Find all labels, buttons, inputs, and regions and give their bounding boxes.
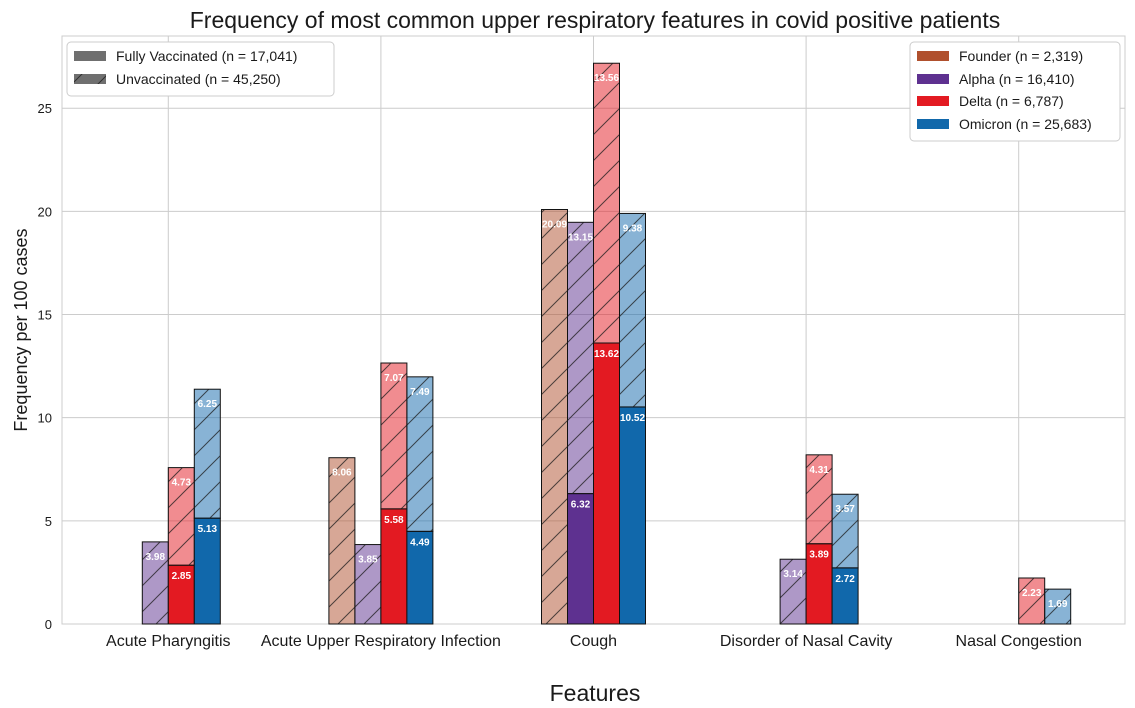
data-label-delta-unvaccinated: 13.56 [594,73,619,84]
bar-omicron-vaccinated-cough [619,406,646,625]
bar-hatch-omicron-acute-pharyngitis [194,389,221,519]
data-label-alpha-unvaccinated: 3.98 [146,552,166,563]
x-axis-title: Features [550,680,641,706]
data-label-omicron-vaccinated: 10.52 [620,413,645,424]
data-label-alpha-unvaccinated: 3.85 [358,555,378,566]
y-tick-label: 20 [38,204,52,219]
bar-hatch-alpha-disorder-of-nasal-cavity [780,559,807,624]
bar-hatch-omicron-disorder-of-nasal-cavity [832,494,859,568]
data-label-alpha-unvaccinated: 13.15 [568,232,593,243]
data-label-delta-unvaccinated: 7.07 [384,373,404,384]
stack-legend: Fully Vaccinated (n = 17,041) Unvaccinat… [66,41,335,97]
bar-hatch-delta-acute-pharyngitis [168,467,195,566]
y-tick-label: 10 [38,411,52,426]
data-label-delta-unvaccinated: 4.31 [809,465,829,476]
data-label-founder-unvaccinated: 20.09 [542,220,567,231]
legend-label-vaccinated: Fully Vaccinated (n = 17,041) [116,48,297,64]
x-tick-label: Disorder of Nasal Cavity [720,633,893,650]
bar-hatch-alpha-acute-pharyngitis [142,541,169,624]
bar-hatch-founder-cough [541,209,568,624]
data-label-alpha-unvaccinated: 3.14 [783,569,803,580]
legend-label-omicron: Omicron (n = 25,683) [959,116,1092,132]
bar-hatch-delta-cough [593,63,620,343]
data-label-omicron-unvaccinated: 7.49 [410,387,430,398]
legend-label-delta: Delta (n = 6,787) [959,93,1064,109]
data-label-omicron-unvaccinated: 9.38 [623,223,643,234]
bar-hatch-omicron-acute-upper-respiratory-infection [406,376,433,532]
data-label-delta-vaccinated: 2.85 [172,571,192,582]
bar-hatch-omicron-cough [619,213,646,407]
legend-label-alpha: Alpha (n = 16,410) [959,71,1075,87]
value-labels: 3.98 2.85 4.73 5.13 6.25 8.06 3.85 5.58 7.07 4.49… [146,73,1068,610]
y-tick-label: 25 [38,101,52,116]
bar-hatch-omicron-nasal-congestion [1044,589,1071,624]
legend-swatch-alpha [917,74,949,84]
bar-delta-vaccinated-cough [593,342,620,625]
x-tick-label: Acute Upper Respiratory Infection [261,633,501,650]
legend-label-founder: Founder (n = 2,319) [959,48,1083,64]
bar-hatch-delta-acute-upper-respiratory-infection [380,363,407,509]
bar-hatch-founder-acute-upper-respiratory-infection [328,457,355,624]
legend-frame [66,41,335,97]
data-label-omicron-vaccinated: 2.72 [835,574,855,585]
data-label-delta-unvaccinated: 4.73 [172,478,192,489]
y-axis-title: Frequency per 100 cases [11,228,31,431]
x-tick-label: Acute Pharyngitis [106,633,231,650]
x-tick-label: Nasal Congestion [956,633,1082,650]
bar-alpha-vaccinated-cough [567,493,594,625]
data-label-delta-vaccinated: 13.62 [594,349,619,360]
data-label-delta-unvaccinated: 2.23 [1022,588,1042,599]
bar-omicron-vaccinated-disorder-of-nasal-cavity [831,567,859,625]
x-tick-label: Cough [570,633,617,650]
data-label-omicron-vaccinated: 5.13 [198,524,218,535]
data-label-omicron-vaccinated: 4.49 [410,537,430,548]
data-label-omicron-unvaccinated: 1.69 [1048,599,1068,610]
data-label-alpha-vaccinated: 6.32 [571,500,591,511]
bar-hatch-alpha-cough [567,222,594,494]
x-axis-ticks: Acute Pharyngitis Acute Upper Respiratory… [106,633,1082,650]
legend-label-unvaccinated: Unvaccinated (n = 45,250) [116,71,281,87]
bar-delta-vaccinated-acute-upper-respiratory-infection [380,508,408,625]
y-tick-label: 0 [45,617,52,632]
data-label-omicron-unvaccinated: 3.57 [835,504,855,515]
legend-swatch-founder [917,51,949,61]
y-tick-label: 15 [38,308,52,323]
bar-omicron-vaccinated-acute-upper-respiratory-infection [406,530,434,625]
legend-frame [909,41,1121,142]
bar-hatch-alpha-acute-upper-respiratory-infection [354,544,381,624]
legend-swatch-delta [917,96,949,106]
data-label-delta-vaccinated: 3.89 [809,550,829,561]
data-label-delta-vaccinated: 5.58 [384,515,404,526]
legend-swatch-solid [74,51,106,61]
data-label-omicron-unvaccinated: 6.25 [198,399,218,410]
y-tick-label: 5 [45,514,52,529]
bar-hatch-delta-disorder-of-nasal-cavity [806,454,833,544]
bar-omicron-vaccinated-acute-pharyngitis [193,517,221,625]
data-label-founder-unvaccinated: 8.06 [332,468,352,479]
legend-swatch-omicron [917,119,949,129]
bar-hatch-delta-nasal-congestion [1018,577,1045,624]
chart-title: Frequency of most common upper respirato… [190,7,1001,33]
y-axis-ticks: 0 5 10 15 20 25 [38,101,52,632]
variant-legend: Founder (n = 2,319) Alpha (n = 16,410) D… [909,41,1121,142]
legend-swatch-hatch-lines [74,74,106,84]
bars [141,62,1072,625]
